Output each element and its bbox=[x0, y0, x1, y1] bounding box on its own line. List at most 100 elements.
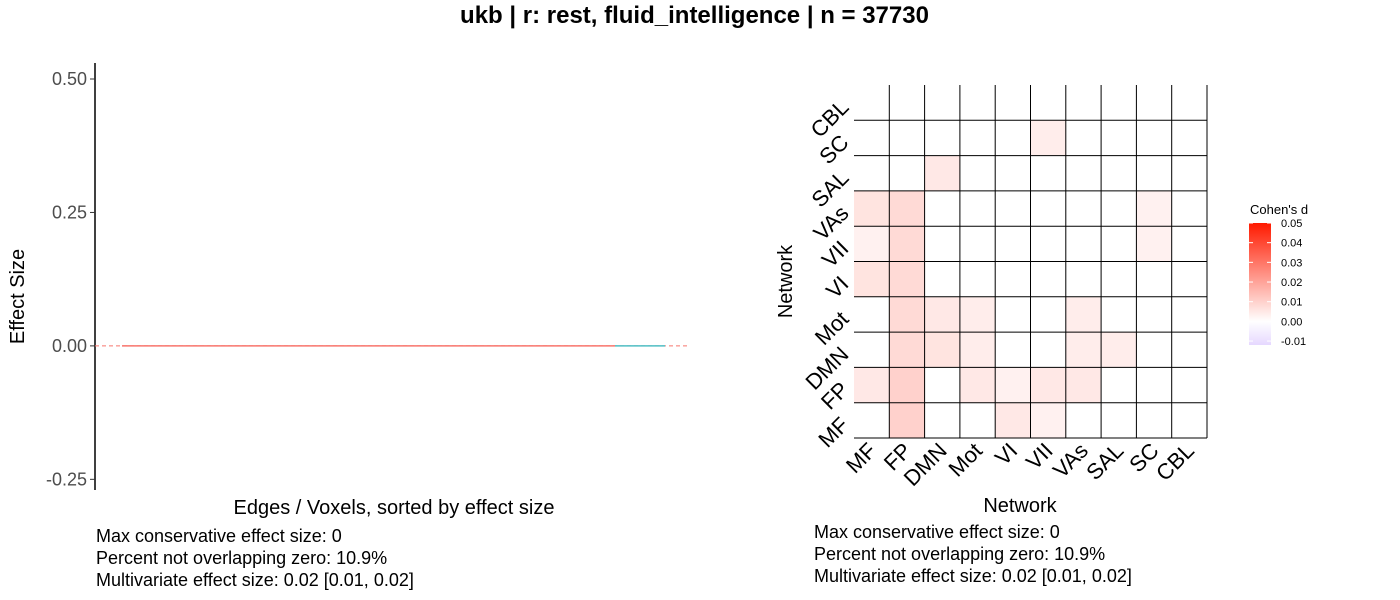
legend-tick-label: 0.01 bbox=[1281, 297, 1302, 309]
stat-percent-not-overlapping: Percent not overlapping zero: 10.9% bbox=[96, 548, 388, 568]
stat-max-conservative: Max conservative effect size: 0 bbox=[96, 526, 342, 546]
page-title: ukb | r: rest, fluid_intelligence | n = … bbox=[460, 2, 929, 29]
y-category-label: VAs bbox=[808, 200, 853, 245]
heatmap-cell bbox=[924, 261, 960, 297]
heatmap-cell bbox=[1171, 120, 1207, 156]
heatmap-cell bbox=[1101, 367, 1137, 403]
heatmap-cell bbox=[854, 226, 890, 262]
heatmap-cell bbox=[1065, 296, 1102, 333]
heatmap-cell bbox=[1171, 155, 1207, 191]
heatmap-cell bbox=[1136, 85, 1172, 121]
heatmap-cell bbox=[924, 367, 960, 403]
heatmap-cell bbox=[889, 190, 925, 227]
x-axis-title: Edges / Voxels, sorted by effect size bbox=[234, 497, 555, 519]
heatmap-cell bbox=[889, 367, 925, 403]
heatmap-cell bbox=[995, 296, 1031, 333]
heatmap-cell bbox=[1065, 85, 1102, 121]
heatmap-cell bbox=[924, 402, 960, 438]
heatmap-cell bbox=[1101, 85, 1137, 121]
heatmap-cell bbox=[854, 367, 890, 403]
heatmap-cell bbox=[854, 332, 890, 368]
heatmap-cell bbox=[924, 155, 960, 191]
heatmap-cell bbox=[959, 261, 996, 297]
stat-multivariate: Multivariate effect size: 0.02 [0.01, 0.… bbox=[814, 566, 1132, 586]
heatmap-cell bbox=[854, 155, 890, 191]
heatmap-cell bbox=[1065, 190, 1102, 227]
heatmap-cell bbox=[1101, 120, 1137, 156]
x-axis-title: Network bbox=[983, 495, 1057, 517]
heatmap-cell bbox=[1171, 402, 1207, 438]
heatmap-cell bbox=[959, 226, 996, 262]
y-axis-title: Network bbox=[775, 244, 797, 318]
heatmap-cell bbox=[1030, 332, 1066, 368]
y-category-label: VI bbox=[821, 271, 853, 303]
heatmap-cell bbox=[889, 85, 925, 121]
heatmap-cell bbox=[1030, 85, 1066, 121]
heatmap-cell bbox=[1136, 226, 1172, 262]
y-tick-label: 0.50 bbox=[52, 69, 87, 89]
heatmap-cell bbox=[1065, 261, 1102, 297]
heatmap-cell bbox=[959, 332, 996, 368]
heatmap-cell bbox=[959, 120, 996, 156]
heatmap-cell bbox=[1136, 402, 1172, 438]
heatmap-cell bbox=[1065, 155, 1102, 191]
y-category-label: SAL bbox=[806, 165, 853, 212]
heatmap-cell bbox=[1136, 261, 1172, 297]
heatmap-cell bbox=[854, 85, 890, 121]
heatmap-cell bbox=[1030, 296, 1066, 333]
heatmap-cell bbox=[854, 261, 890, 297]
heatmap-cell bbox=[959, 296, 996, 333]
heatmap-cell bbox=[995, 155, 1031, 191]
y-category-label: CBL bbox=[806, 95, 854, 143]
y-axis-title: Effect Size bbox=[7, 249, 29, 344]
heatmap-cell bbox=[995, 226, 1031, 262]
legend-tick-label: 0.03 bbox=[1281, 257, 1302, 269]
heatmap-cell bbox=[1136, 367, 1172, 403]
heatmap-cell bbox=[1136, 190, 1172, 227]
heatmap-cell bbox=[924, 332, 960, 368]
heatmap-cell bbox=[1101, 226, 1137, 262]
heatmap-cell bbox=[1030, 120, 1066, 156]
heatmap-cell bbox=[924, 85, 960, 121]
heatmap-cell bbox=[1101, 155, 1137, 191]
legend-tick-label: -0.01 bbox=[1281, 336, 1306, 348]
heatmap-cell bbox=[1030, 155, 1066, 191]
heatmap-cell bbox=[1171, 261, 1207, 297]
heatmap-cell bbox=[995, 261, 1031, 297]
stats-right: Max conservative effect size: 0 Percent … bbox=[814, 521, 1132, 587]
heatmap-cell bbox=[959, 402, 996, 438]
heatmap-cell bbox=[1065, 367, 1102, 403]
heatmap-cell bbox=[924, 226, 960, 262]
heatmap-cell bbox=[889, 261, 925, 297]
heatmap-cell bbox=[889, 226, 925, 262]
heatmap-cell bbox=[995, 402, 1031, 438]
cohens-d-legend: Cohen's d0.05 0.04 0.03 0.02 0.01 0.00 -0.01 bbox=[1249, 202, 1308, 348]
x-category-label: VI bbox=[990, 438, 1022, 470]
stat-percent-not-overlapping: Percent not overlapping zero: 10.9% bbox=[814, 544, 1106, 564]
heatmap-cell bbox=[854, 190, 890, 227]
heatmap-cell bbox=[959, 85, 996, 121]
heatmap-cell bbox=[924, 296, 960, 333]
legend-tick-label: 0.02 bbox=[1281, 277, 1302, 289]
stat-max-conservative: Max conservative effect size: 0 bbox=[814, 522, 1060, 542]
heatmap-cell bbox=[995, 85, 1031, 121]
heatmap-cell bbox=[889, 332, 925, 368]
heatmap-cell bbox=[1171, 226, 1207, 262]
x-category-label: Mot bbox=[943, 438, 987, 482]
y-tick-label: 0.25 bbox=[52, 202, 87, 222]
heatmap-cell bbox=[1030, 367, 1066, 403]
heatmap-cell bbox=[959, 367, 996, 403]
y-category-label: Mot bbox=[810, 306, 854, 350]
heatmap-cell bbox=[1030, 226, 1066, 262]
heatmap-cell bbox=[1101, 296, 1137, 333]
heatmap-cell bbox=[1171, 332, 1207, 368]
legend-color-bar bbox=[1249, 223, 1271, 345]
heatmap-cell bbox=[995, 332, 1031, 368]
heatmap-cell bbox=[1136, 155, 1172, 191]
stats-left: Max conservative effect size: 0 Percent … bbox=[96, 525, 414, 591]
heatmap-cell bbox=[1065, 226, 1102, 262]
heatmap-cell bbox=[1065, 120, 1102, 156]
legend-tick-label: 0.00 bbox=[1281, 316, 1302, 328]
y-tick-label: 0.00 bbox=[52, 336, 87, 356]
heatmap-cell bbox=[924, 190, 960, 227]
